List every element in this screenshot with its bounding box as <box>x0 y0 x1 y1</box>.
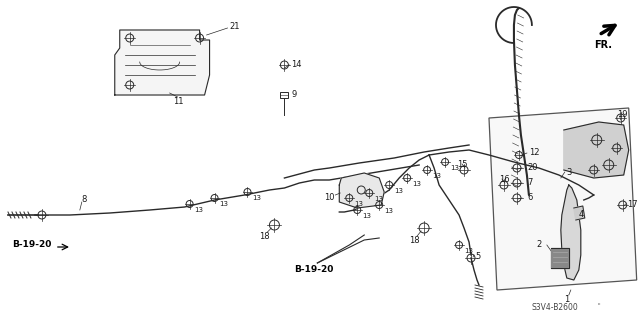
Text: 21: 21 <box>230 22 240 31</box>
Text: FR.: FR. <box>594 40 612 50</box>
Text: 7: 7 <box>527 178 532 187</box>
Text: 9: 9 <box>291 90 297 99</box>
Text: 13: 13 <box>220 201 228 207</box>
Text: 13: 13 <box>384 208 393 214</box>
Text: 13: 13 <box>362 213 371 219</box>
Polygon shape <box>339 173 384 208</box>
Text: 13: 13 <box>412 181 421 187</box>
Text: 11: 11 <box>173 97 183 106</box>
Text: 18: 18 <box>259 232 270 241</box>
Polygon shape <box>551 248 569 268</box>
Text: 13: 13 <box>464 248 473 254</box>
Text: 13: 13 <box>432 173 441 179</box>
Text: B-19-20: B-19-20 <box>12 240 51 249</box>
Text: 8: 8 <box>82 195 87 204</box>
Text: 18: 18 <box>409 236 420 245</box>
Text: B-19-20: B-19-20 <box>294 265 334 274</box>
Text: 17: 17 <box>627 200 637 209</box>
Text: 13: 13 <box>450 165 459 171</box>
Text: 13: 13 <box>394 188 403 194</box>
Text: 13: 13 <box>252 195 262 201</box>
Text: 1: 1 <box>564 295 569 304</box>
Text: 4: 4 <box>579 210 584 219</box>
Text: 6: 6 <box>527 193 532 202</box>
Polygon shape <box>564 122 628 178</box>
Bar <box>280 92 289 98</box>
Text: 14: 14 <box>291 60 302 69</box>
Text: 13: 13 <box>374 196 383 202</box>
Text: ᶜ: ᶜ <box>598 303 600 309</box>
Text: 12: 12 <box>529 148 540 157</box>
Text: 2: 2 <box>537 240 542 249</box>
Text: 10: 10 <box>324 193 335 202</box>
Text: 15: 15 <box>457 160 468 169</box>
Polygon shape <box>489 108 637 290</box>
Polygon shape <box>561 185 580 280</box>
Text: 19: 19 <box>617 110 627 119</box>
Text: S3V4-B2600: S3V4-B2600 <box>532 303 579 312</box>
Text: 13: 13 <box>195 207 204 213</box>
Text: 5: 5 <box>475 252 480 261</box>
Text: 20: 20 <box>527 163 538 172</box>
Polygon shape <box>115 30 209 95</box>
Text: 13: 13 <box>355 201 364 207</box>
Text: 3: 3 <box>566 168 572 177</box>
Polygon shape <box>574 206 585 220</box>
Text: 16: 16 <box>499 175 509 184</box>
